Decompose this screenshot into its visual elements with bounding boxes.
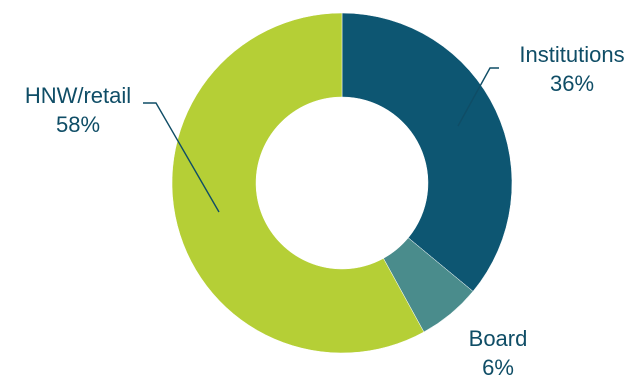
slice-label-board-name: Board bbox=[469, 326, 528, 351]
leader-line-hnw-retail bbox=[143, 102, 220, 213]
slice-label-board-value: 6% bbox=[482, 355, 514, 380]
slice-label-hnw-retail-name: HNW/retail bbox=[25, 83, 131, 108]
slice-label-hnw-retail-value: 58% bbox=[56, 112, 100, 137]
donut-slice-institutions bbox=[341, 12, 513, 292]
slice-labels: Institutions 36% Board 6% HNW/retail 58% bbox=[25, 42, 625, 380]
leader-lines bbox=[143, 67, 499, 213]
leader-line-institutions bbox=[457, 67, 499, 127]
slice-label-institutions-value: 36% bbox=[550, 71, 594, 96]
donut-slice-hnw-retail bbox=[171, 12, 425, 354]
slice-label-institutions-name: Institutions bbox=[519, 42, 624, 67]
donut-slices bbox=[171, 12, 513, 354]
